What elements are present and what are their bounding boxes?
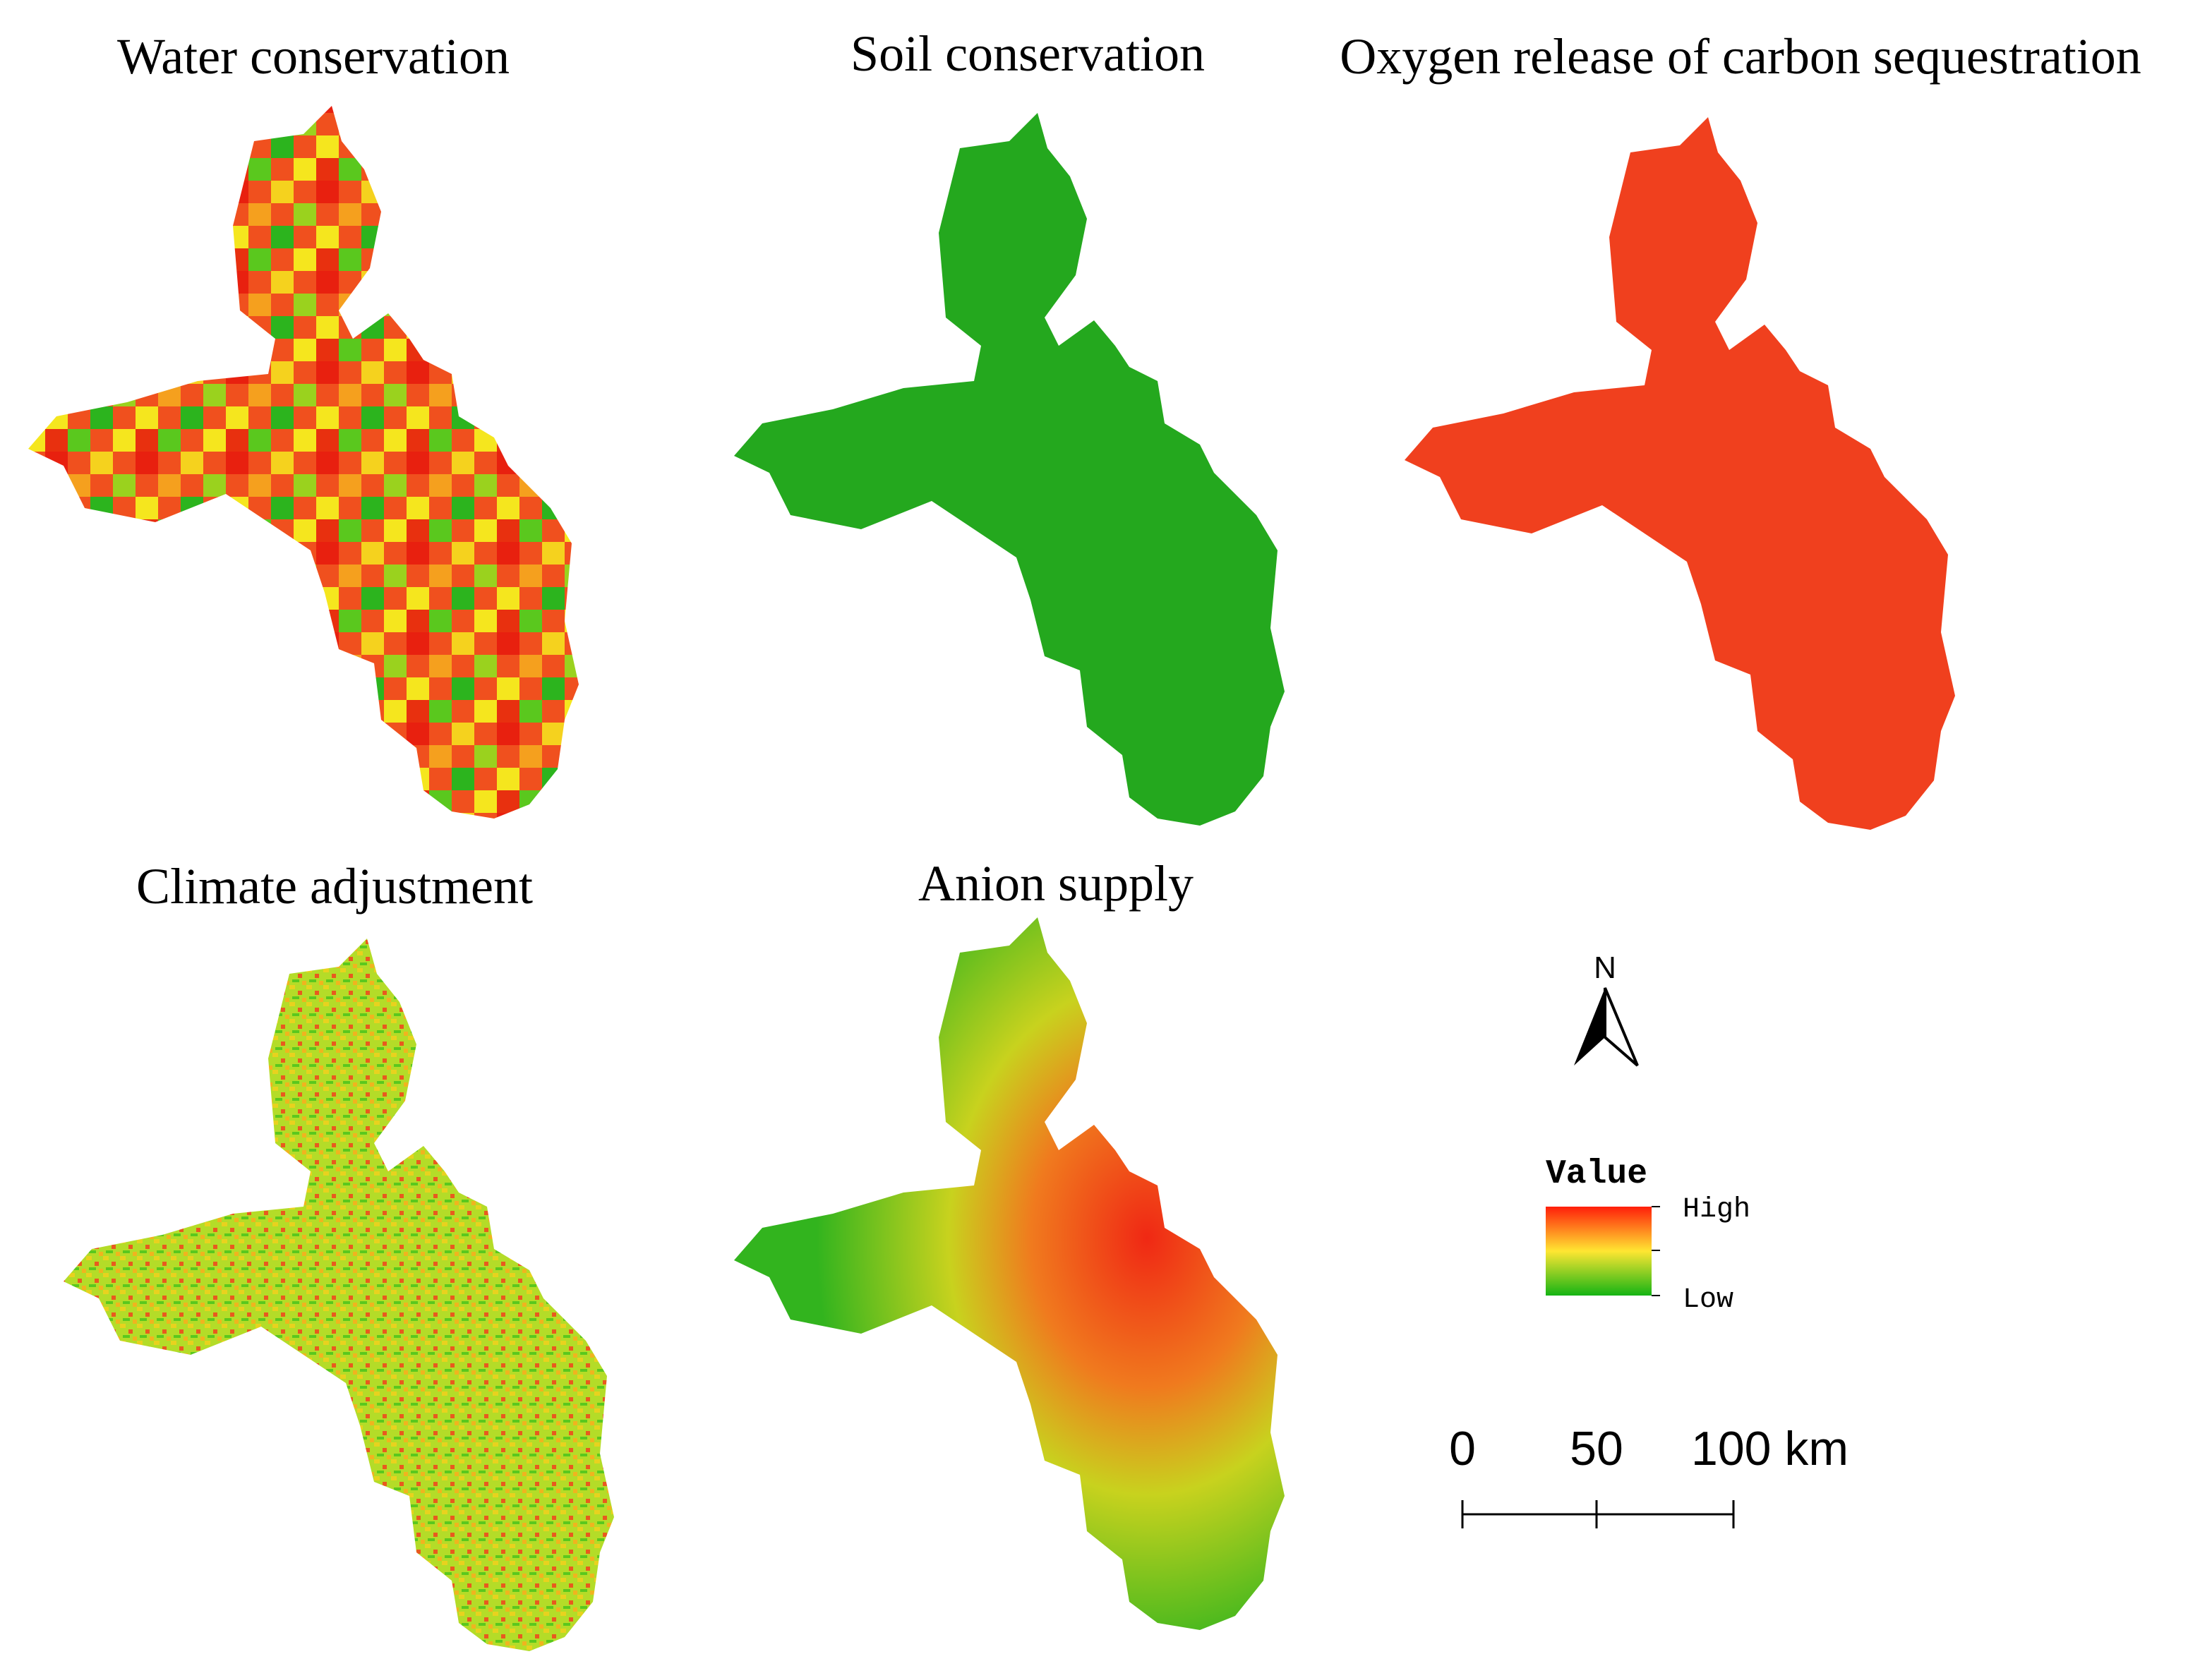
map-title: Oxygen release of carbon sequestration bbox=[1340, 28, 2141, 85]
scale-label: 50 bbox=[1570, 1422, 1623, 1475]
climate-map bbox=[64, 938, 614, 1651]
arrow-right bbox=[1604, 987, 1639, 1067]
scale-label: 0 bbox=[1449, 1422, 1476, 1475]
scale-bar: 0 50 100 km bbox=[1449, 1422, 1849, 1528]
arrow-left bbox=[1574, 988, 1605, 1066]
legend-ramp bbox=[1546, 1207, 1652, 1296]
scale-label: 100 km bbox=[1691, 1422, 1849, 1475]
legend-title: Value bbox=[1546, 1155, 1647, 1193]
anion-map bbox=[734, 917, 1285, 1630]
north-label: N bbox=[1594, 950, 1616, 985]
map-title: Anion supply bbox=[918, 855, 1194, 912]
map-title: Water conservation bbox=[117, 28, 510, 85]
legend: Value High Low bbox=[1546, 1155, 1750, 1316]
legend-high: High bbox=[1683, 1194, 1750, 1226]
legend-low: Low bbox=[1683, 1284, 1733, 1316]
water-map bbox=[28, 106, 579, 819]
map-title: Climate adjustment bbox=[136, 858, 533, 915]
oxygen-map bbox=[1405, 117, 1955, 830]
north-arrow: N bbox=[1574, 950, 1639, 1067]
soil-map bbox=[734, 113, 1285, 826]
map-title: Soil conservation bbox=[850, 25, 1205, 82]
